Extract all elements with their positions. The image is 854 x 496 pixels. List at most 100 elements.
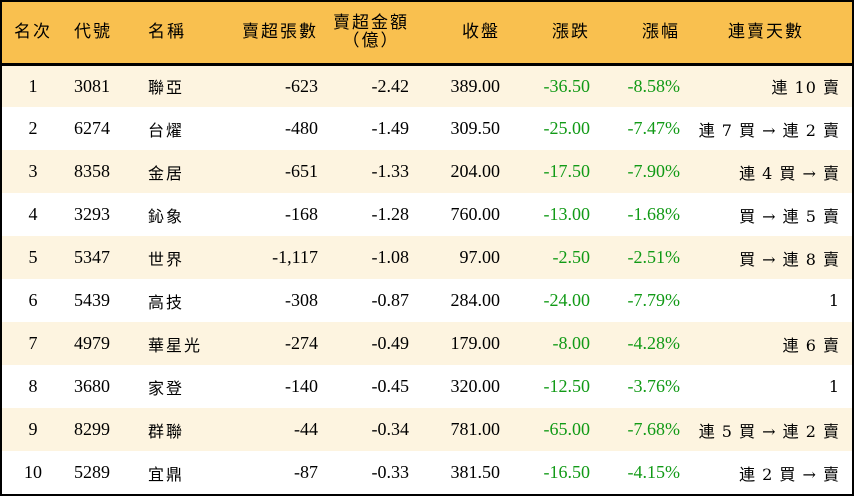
cell-change-pct: -1.68% (627, 204, 681, 224)
cell-code: 8358 (74, 161, 110, 181)
cell-net-sell-volume: -480 (285, 118, 318, 138)
cell-close: 204.00 (450, 161, 501, 181)
cell-close: 781.00 (450, 419, 501, 439)
cell-change-pct: -4.15% (627, 462, 681, 482)
table-row: 2 6274 台燿 -480 -1.49 309.50 -25.00 -7.47% 連 7 買 … (2, 107, 852, 150)
table-row: 6 5439 高技 -308 -0.87 284.00 -24.00 -7.79% 1 (2, 279, 852, 322)
cell-rank: 3 (28, 161, 38, 181)
cell-change-pct: -7.47% (627, 118, 681, 138)
header-net-sell-amount-unit: （億） (342, 31, 400, 52)
cell-rank: 8 (28, 376, 38, 396)
table-row: 9 8299 群聯 -44 -0.34 781.00 -65.00 -7.68% 連 5 買 →… (2, 408, 852, 451)
cell-change: -65.00 (543, 419, 591, 439)
cell-name: 宜鼎 (148, 464, 185, 484)
cell-net-sell-volume: -623 (285, 75, 318, 96)
header-close: 收盤 (462, 22, 500, 43)
table-row: 10 5289 宜鼎 -87 -0.33 381.50 -16.50 -4.15% 連 2 買 … (2, 451, 852, 494)
cell-rank: 6 (28, 290, 38, 310)
cell-rank: 10 (24, 462, 42, 482)
cell-name: 台燿 (148, 120, 185, 140)
cell-name: 家登 (148, 378, 185, 398)
cell-net-sell-amount: -2.42 (371, 75, 410, 96)
table-row: 3 8358 金居 -651 -1.33 204.00 -17.50 -7.90% 連 4 買 … (2, 150, 852, 193)
cell-streak: 買 → 連 5 賣 (739, 206, 840, 226)
cell-rank: 2 (28, 118, 38, 138)
header-streak: 連賣天數 (728, 22, 804, 43)
table-header-row: 名次 代號 名稱 賣超張數 賣超金額 （億） 收盤 漲跌 漲幅 連賣天數 (2, 2, 852, 64)
cell-code: 6274 (74, 118, 110, 138)
cell-change: -12.50 (543, 376, 591, 396)
cell-rank: 5 (28, 247, 38, 267)
table-row: 8 3680 家登 -140 -0.45 320.00 -12.50 -3.76% 1 (2, 365, 852, 408)
cell-code: 4979 (74, 333, 110, 353)
cell-streak: 連 10 賣 (771, 78, 840, 98)
cell-net-sell-volume: -1,117 (272, 247, 318, 267)
header-name: 名稱 (148, 22, 186, 43)
cell-net-sell-amount: -0.49 (371, 333, 410, 353)
cell-name: 金居 (148, 163, 185, 183)
header-net-sell-amount: 賣超金額 （億） (318, 2, 409, 64)
cell-close: 284.00 (450, 290, 501, 310)
cell-close: 389.00 (450, 75, 501, 96)
cell-streak: 1 (828, 291, 840, 310)
cell-name: 鈊象 (148, 206, 185, 226)
cell-change-pct: -7.68% (627, 419, 681, 439)
cell-code: 3293 (74, 204, 110, 224)
cell-close: 760.00 (450, 204, 501, 224)
cell-change-pct: -8.58% (627, 75, 681, 96)
cell-change-pct: -2.51% (627, 247, 681, 267)
cell-code: 3081 (74, 75, 110, 96)
header-net-sell-amount-label: 賣超金額 (333, 13, 409, 34)
table-row: 7 4979 華星光 -274 -0.49 179.00 -8.00 -4.28% 連 6 賣 (2, 322, 852, 365)
cell-change: -25.00 (543, 118, 591, 138)
cell-name: 高技 (148, 292, 185, 312)
cell-code: 5289 (74, 462, 110, 482)
table-row: 4 3293 鈊象 -168 -1.28 760.00 -13.00 -1.68% 買 → 連 … (2, 193, 852, 236)
cell-net-sell-volume: -274 (285, 333, 318, 353)
cell-change: -36.50 (543, 75, 591, 96)
cell-change-pct: -3.76% (627, 376, 681, 396)
cell-code: 3680 (74, 376, 110, 396)
cell-name: 世界 (148, 249, 185, 269)
cell-net-sell-amount: -0.87 (371, 290, 410, 310)
header-change: 漲跌 (552, 22, 590, 43)
cell-change: -16.50 (543, 462, 591, 482)
cell-streak: 連 5 買 → 連 2 賣 (698, 421, 840, 441)
cell-change: -24.00 (543, 290, 591, 310)
cell-change-pct: -7.79% (627, 290, 681, 310)
cell-change-pct: -4.28% (627, 333, 681, 353)
header-rank: 名次 (14, 22, 52, 43)
cell-net-sell-amount: -0.34 (371, 419, 410, 439)
cell-rank: 4 (28, 204, 38, 224)
cell-streak: 連 7 買 → 連 2 賣 (698, 120, 840, 140)
cell-net-sell-volume: -651 (285, 161, 318, 181)
cell-code: 8299 (74, 419, 110, 439)
cell-code: 5347 (74, 247, 110, 267)
cell-rank: 1 (28, 75, 38, 96)
cell-net-sell-amount: -1.33 (371, 161, 410, 181)
cell-rank: 7 (28, 333, 38, 353)
cell-rank: 9 (28, 419, 38, 439)
header-net-sell-volume: 賣超張數 (242, 22, 318, 43)
cell-net-sell-volume: -308 (285, 290, 318, 310)
cell-net-sell-volume: -44 (294, 419, 318, 439)
cell-close: 381.50 (450, 462, 501, 482)
table-row: 1 3081 聯亞 -623 -2.42 389.00 -36.50 -8.58% 連 10 賣 (2, 64, 852, 107)
cell-change-pct: -7.90% (627, 161, 681, 181)
cell-streak: 連 4 買 → 賣 (739, 163, 840, 183)
cell-close: 309.50 (450, 118, 501, 138)
cell-close: 320.00 (450, 376, 501, 396)
cell-net-sell-amount: -1.28 (371, 204, 410, 224)
cell-net-sell-amount: -1.08 (371, 247, 410, 267)
cell-close: 97.00 (459, 247, 501, 267)
cell-name: 聯亞 (148, 78, 185, 98)
cell-streak: 連 6 賣 (782, 335, 840, 355)
cell-change: -17.50 (543, 161, 591, 181)
cell-code: 5439 (74, 290, 110, 310)
cell-net-sell-amount: -0.45 (371, 376, 410, 396)
cell-streak: 1 (828, 377, 840, 396)
cell-close: 179.00 (450, 333, 501, 353)
cell-net-sell-volume: -168 (285, 204, 318, 224)
